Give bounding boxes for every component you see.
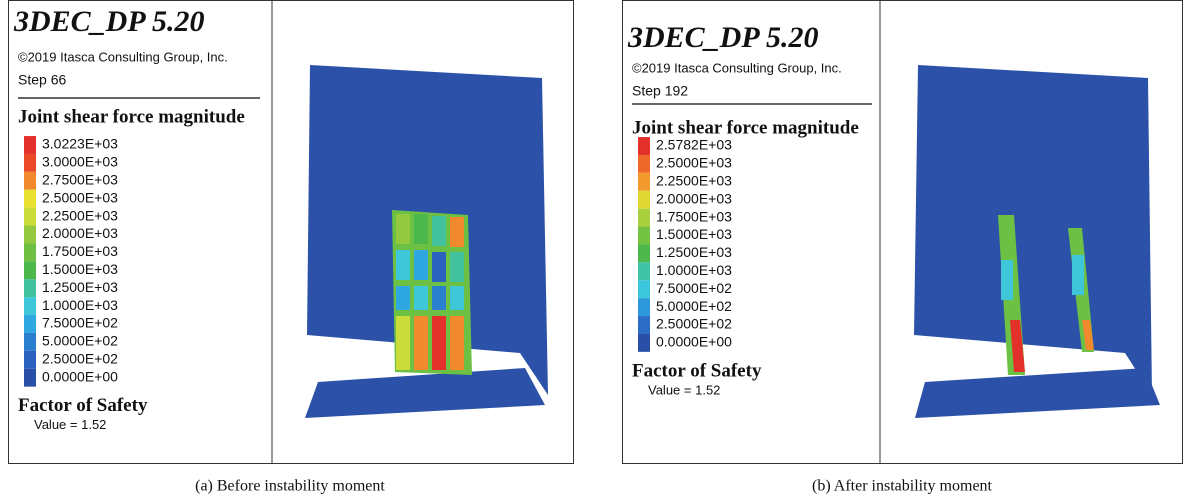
legend-swatch	[638, 298, 650, 316]
legend-swatch	[638, 262, 650, 280]
legend-swatch	[638, 244, 650, 262]
legend-swatch	[638, 227, 650, 245]
legend-swatch	[24, 297, 36, 315]
legend-swatch	[638, 316, 650, 334]
legend-swatch	[638, 173, 650, 191]
legend-label: 2.5000E+02	[42, 351, 118, 367]
legend-swatch	[24, 369, 36, 387]
legend-label: 3.0223E+03	[42, 136, 118, 152]
legend-label: 2.0000E+03	[656, 190, 732, 206]
legend-swatch	[638, 334, 650, 352]
legend-label: 7.5000E+02	[656, 280, 732, 296]
legend-label: 1.0000E+03	[656, 262, 732, 278]
legend-label: 0.0000E+00	[656, 334, 732, 350]
legend-swatch	[638, 137, 650, 155]
legend-label: 2.2500E+03	[42, 207, 118, 223]
legend-label: 1.0000E+03	[42, 297, 118, 313]
legend-label: 0.0000E+00	[42, 368, 118, 384]
legend-label: 1.2500E+03	[42, 279, 118, 295]
fos-value: Value = 1.52	[648, 382, 720, 397]
legend-label: 3.0000E+03	[42, 154, 118, 170]
legend-swatch	[24, 333, 36, 351]
legend-swatch	[24, 243, 36, 261]
legend-swatch	[638, 280, 650, 298]
app-title: 3DEC_DP 5.20	[627, 21, 819, 54]
fos-title: Factor of Safety	[632, 360, 762, 381]
legend-swatch	[24, 190, 36, 208]
legend-swatch	[638, 155, 650, 173]
legend-title: Joint shear force magnitude	[632, 117, 859, 138]
legend-label: 2.2500E+03	[656, 173, 732, 189]
legend-label: 1.7500E+03	[42, 243, 118, 259]
legend-swatch	[24, 351, 36, 369]
step: Step 66	[18, 72, 66, 88]
caption: (b) After instability moment	[812, 478, 993, 495]
legend-label: 2.5782E+03	[656, 137, 732, 153]
legend-label: 2.5000E+03	[656, 155, 732, 171]
app-title: 3DEC_DP 5.20	[13, 5, 205, 38]
copyright: ©2019 Itasca Consulting Group, Inc.	[18, 49, 228, 64]
legend-label: 5.0000E+02	[656, 298, 732, 314]
legend-swatch	[24, 261, 36, 279]
legend-label: 1.7500E+03	[656, 208, 732, 224]
legend-swatch	[24, 315, 36, 333]
legend-swatch	[638, 209, 650, 227]
step: Step 192	[632, 83, 688, 99]
page: {"panels": [ {"title": "3DEC_DP 5.20", "…	[0, 0, 1190, 499]
legend-swatch	[24, 208, 36, 226]
legend-label: 2.7500E+03	[42, 172, 118, 188]
legend-label: 2.5000E+02	[656, 316, 732, 332]
legend-swatch	[24, 136, 36, 154]
legend-label: 7.5000E+02	[42, 315, 118, 331]
legend-label: 2.5000E+03	[42, 189, 118, 205]
legend-title: Joint shear force magnitude	[18, 106, 245, 127]
copyright: ©2019 Itasca Consulting Group, Inc.	[632, 60, 842, 75]
legend-swatch	[638, 191, 650, 209]
legend-label: 1.5000E+03	[656, 226, 732, 242]
fos-title: Factor of Safety	[18, 395, 148, 416]
fos-value: Value = 1.52	[34, 417, 106, 432]
legend-swatch	[24, 226, 36, 244]
legend-label: 1.5000E+03	[42, 261, 118, 277]
legend-swatch	[24, 154, 36, 172]
legend-swatch	[24, 172, 36, 190]
caption: (a) Before instability moment	[195, 478, 385, 495]
legend-label: 2.0000E+03	[42, 225, 118, 241]
legend-swatch	[24, 279, 36, 297]
figure: 3DEC_DP 5.20 ©2019 Itasca Consulting Grou…	[0, 0, 1190, 499]
legend-label: 5.0000E+02	[42, 333, 118, 349]
legend-label: 1.2500E+03	[656, 244, 732, 260]
